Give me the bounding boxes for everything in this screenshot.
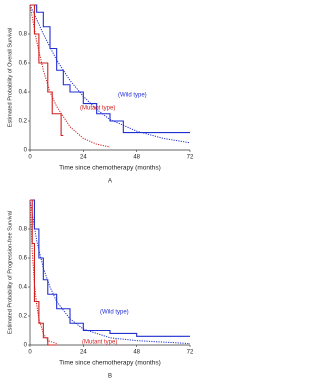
panel-label: A: [108, 179, 112, 185]
y-tick-label: 0.8: [19, 32, 28, 38]
fitted-curve: [29, 4, 191, 144]
x-tick-label: 24: [80, 350, 87, 356]
x-tick-label: 0: [28, 350, 32, 356]
survival-curve: [30, 199, 190, 337]
x-tick-label: 48: [133, 350, 140, 356]
x-axis-label: Time since chemotherapy (months): [59, 165, 161, 172]
axis-frame: [29, 5, 190, 151]
y-tick-label: 0: [24, 148, 28, 154]
y-tick-label: 0.4: [19, 90, 28, 96]
y-tick-label: 0.4: [19, 285, 28, 291]
series-label: (Mutant type): [80, 106, 115, 112]
survival-curve: [30, 199, 57, 346]
chart: 0 0.2 0.4 0.6 0.8 0 24 48 72 Estimated Probabilit…: [7, 4, 194, 380]
axis-frame: [29, 200, 190, 346]
x-tick-label: 0: [28, 155, 32, 161]
y-axis-label: Estimated Probability of Overall Surviva…: [7, 28, 13, 127]
fitted-curve: [29, 199, 191, 345]
x-tick-label: 72: [187, 350, 194, 356]
series-label: (Wild type): [118, 93, 147, 99]
x-tick-label: 72: [187, 155, 194, 161]
series-label: (Mutant type): [82, 340, 117, 346]
y-tick-label: 0.2: [19, 314, 28, 320]
fitted-curve: [29, 4, 111, 148]
x-axis-label: Time since chemotherapy (months): [59, 360, 161, 367]
series-label: (Wild type): [100, 310, 129, 316]
survival-curve: [30, 4, 190, 134]
y-tick-label: 0.8: [19, 227, 28, 233]
y-tick-label: 0.2: [19, 119, 28, 125]
y-tick-label: 0.6: [19, 256, 28, 262]
x-tick-label: 24: [80, 155, 87, 161]
y-tick-label: 0: [24, 343, 28, 349]
y-axis-label: Estimated Probability of Progression-fre…: [7, 211, 13, 334]
page: {"chart_data": [ {"type": "line", "panel…: [7, 4, 194, 380]
panel-label: B: [108, 374, 112, 380]
y-tick-label: 0.6: [19, 61, 28, 67]
x-tick-label: 48: [133, 155, 140, 161]
fitted-curve: [29, 199, 57, 345]
